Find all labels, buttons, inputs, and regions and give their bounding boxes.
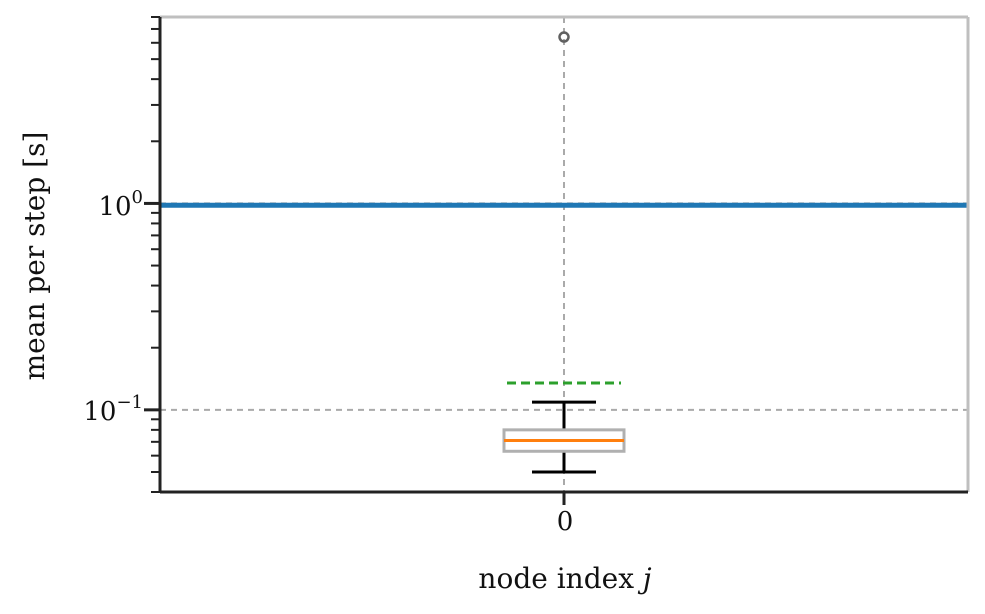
y-axis-ticks [144,16,566,505]
outlier-point-0 [558,31,570,43]
y-axis-label: mean per step [s] [18,132,51,381]
y-tick-label-1: 100 [98,187,143,222]
y-tick-label-0: 10−1 [83,392,143,427]
tick-labels: 100 10−1 0 [83,187,573,537]
x-tick-label-0: 0 [557,507,574,537]
x-axis-label: node index j [478,562,651,595]
marks-layer [160,31,968,474]
